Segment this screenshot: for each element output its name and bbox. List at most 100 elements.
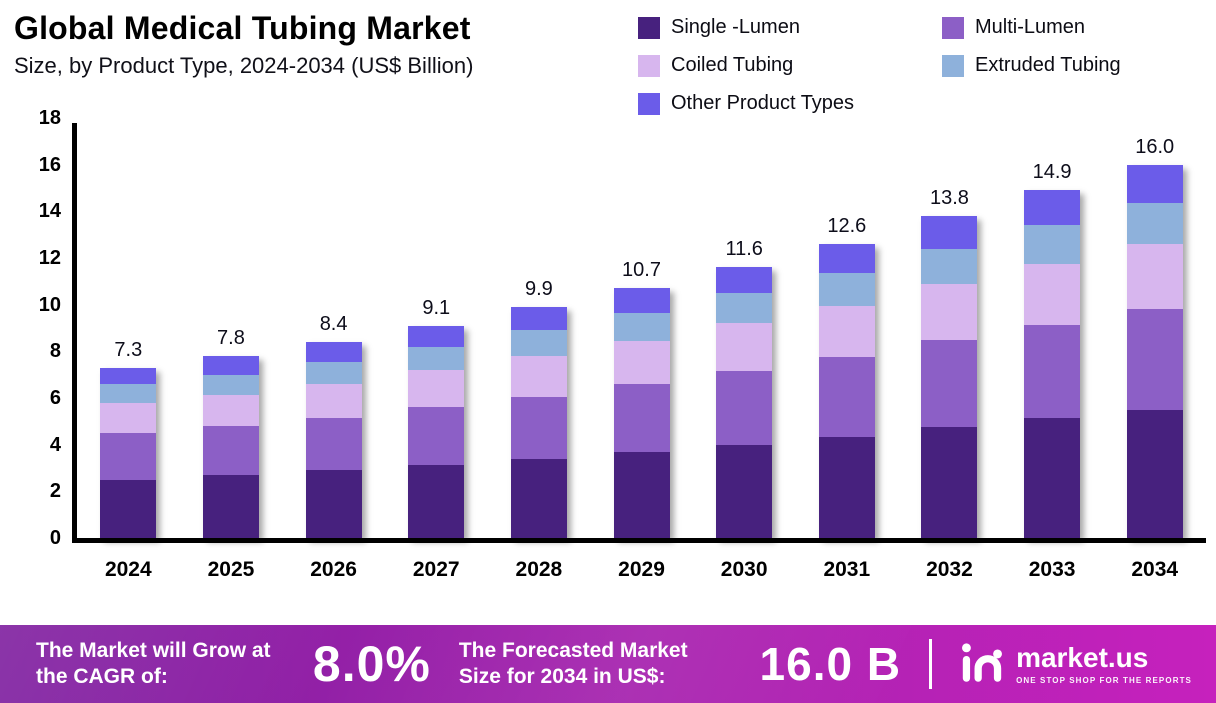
bar-segment bbox=[1126, 244, 1183, 310]
x-tick-label: 2024 bbox=[104, 558, 152, 581]
bar-total-label: 16.0 bbox=[1135, 135, 1175, 158]
bar-segment bbox=[408, 407, 465, 465]
bar-segment bbox=[510, 458, 567, 538]
legend-item: Coiled Tubing bbox=[638, 54, 936, 77]
y-tick-label: 8 bbox=[49, 340, 61, 363]
bar-segment bbox=[716, 444, 773, 538]
bar-segment bbox=[408, 464, 465, 538]
bar-slot: 10.7 bbox=[590, 123, 693, 538]
bar-segment bbox=[1024, 225, 1081, 264]
bars-container: 7.3 7.8 8.4 9.1 9.9 10.7 11.6 12.6 13.8 14.9 16.0 bbox=[77, 123, 1206, 538]
bar-segment bbox=[305, 470, 362, 538]
forecast-value: 16.0 B bbox=[759, 638, 902, 690]
stacked-bar bbox=[716, 267, 773, 538]
bar-segment bbox=[202, 374, 259, 395]
x-tick-label: 2028 bbox=[515, 558, 563, 581]
y-tick-label: 16 bbox=[38, 153, 61, 176]
bar-total-label: 7.8 bbox=[217, 327, 245, 350]
bar-segment bbox=[100, 384, 157, 403]
x-tick-label: 2031 bbox=[823, 558, 871, 581]
x-tick-label: 2032 bbox=[926, 558, 973, 581]
bar-slot: 7.3 bbox=[77, 123, 180, 538]
logo-text-wrap: market.us One Stop Shop for the Reports bbox=[1016, 643, 1192, 685]
stacked-bar bbox=[921, 216, 978, 538]
legend-swatch bbox=[638, 16, 660, 39]
legend-swatch bbox=[638, 92, 660, 115]
market-us-logo: market.us One Stop Shop for the Reports bbox=[960, 641, 1192, 688]
bar-segment bbox=[1126, 164, 1183, 204]
plot-area: 0 2 4 6 8 10 12 14 16 18 7.3 7.8 8.4 9.1 9.9 10.7 11.6 1… bbox=[39, 107, 1206, 581]
legend: Single -Lumen Multi-Lumen Coiled Tubing Ext… bbox=[638, 16, 1121, 115]
bar-segment bbox=[818, 273, 875, 306]
bar-segment bbox=[613, 340, 670, 385]
bar-segment bbox=[305, 342, 362, 362]
bar-segment bbox=[613, 288, 670, 313]
legend-label: Single -Lumen bbox=[671, 16, 800, 38]
bar-segment bbox=[921, 248, 978, 284]
bar-segment bbox=[818, 305, 875, 358]
x-tick-label: 2030 bbox=[720, 558, 768, 581]
bar-slot: 12.6 bbox=[795, 123, 898, 538]
legend-swatch bbox=[638, 54, 660, 77]
stacked-bar bbox=[100, 367, 157, 538]
legend-label: Other Product Types bbox=[671, 92, 855, 114]
bar-total-label: 12.6 bbox=[827, 215, 867, 238]
y-tick-label: 14 bbox=[38, 200, 61, 223]
bar-segment bbox=[921, 339, 978, 428]
x-tick-label: 2033 bbox=[1028, 558, 1076, 581]
banner-divider bbox=[929, 639, 933, 689]
bar-segment bbox=[1126, 409, 1183, 538]
bar-segment bbox=[100, 402, 157, 434]
bar-total-label: 11.6 bbox=[725, 238, 763, 261]
bar-segment bbox=[818, 357, 875, 437]
legend-label: Multi-Lumen bbox=[975, 16, 1086, 38]
bar-slot: 7.8 bbox=[180, 123, 283, 538]
x-axis: 2024 2025 2026 2027 2028 2029 2030 2031 2032 2033… bbox=[77, 538, 1206, 582]
bar-slot: 11.6 bbox=[693, 123, 796, 538]
bar-total-label: 14.9 bbox=[1032, 161, 1072, 184]
bar-segment bbox=[716, 323, 773, 372]
bar-segment bbox=[202, 475, 259, 538]
bar-segment bbox=[305, 384, 362, 418]
y-tick-label: 12 bbox=[38, 247, 61, 269]
bar-segment bbox=[613, 312, 670, 341]
market-us-logo-icon bbox=[960, 641, 1006, 688]
bar-segment bbox=[613, 451, 670, 538]
y-tick-label: 0 bbox=[49, 527, 61, 549]
stacked-bar bbox=[510, 307, 567, 538]
stacked-bar bbox=[408, 325, 465, 538]
bar-total-label: 10.7 bbox=[622, 259, 661, 282]
chart-title: Global Medical Tubing Market bbox=[14, 10, 471, 46]
bar-segment bbox=[818, 436, 875, 538]
bar-segment bbox=[1126, 203, 1183, 245]
bar-segment bbox=[1126, 309, 1183, 410]
legend-swatch bbox=[942, 16, 964, 39]
bar-total-label: 9.9 bbox=[524, 278, 553, 301]
bar-segment bbox=[716, 371, 773, 445]
legend-label: Coiled Tubing bbox=[671, 54, 794, 76]
y-tick-label: 18 bbox=[38, 107, 61, 129]
forecast-label: The Forecasted Market Size for 2034 in U… bbox=[458, 638, 688, 688]
stacked-bar bbox=[1024, 190, 1081, 538]
chart-subtitle: Size, by Product Type, 2024-2034 (US$ Bi… bbox=[14, 52, 474, 78]
bar-segment bbox=[921, 427, 978, 538]
chart-header: Global Medical Tubing Market Size, by Pr… bbox=[14, 10, 614, 79]
bar-segment bbox=[100, 479, 157, 538]
bar-slot: 14.9 bbox=[1001, 123, 1104, 538]
bar-segment bbox=[510, 330, 567, 357]
legend-item: Multi-Lumen bbox=[942, 16, 1121, 39]
bar-total-label: 8.4 bbox=[319, 313, 348, 336]
bar-total-label: 7.3 bbox=[114, 338, 143, 361]
y-tick-label: 2 bbox=[49, 480, 61, 503]
stacked-bar bbox=[613, 288, 670, 538]
cagr-label: The Market will Grow at the CAGR of: bbox=[36, 638, 271, 688]
bar-total-label: 9.1 bbox=[422, 296, 451, 319]
legend-swatch bbox=[942, 54, 964, 77]
bar-segment bbox=[510, 396, 567, 459]
legend-item: Single -Lumen bbox=[638, 16, 936, 39]
stacked-bar bbox=[202, 356, 259, 538]
bar-segment bbox=[1024, 190, 1081, 226]
stacked-bar bbox=[305, 342, 362, 538]
bar-segment bbox=[1024, 324, 1081, 418]
y-tick-label: 10 bbox=[38, 293, 61, 316]
